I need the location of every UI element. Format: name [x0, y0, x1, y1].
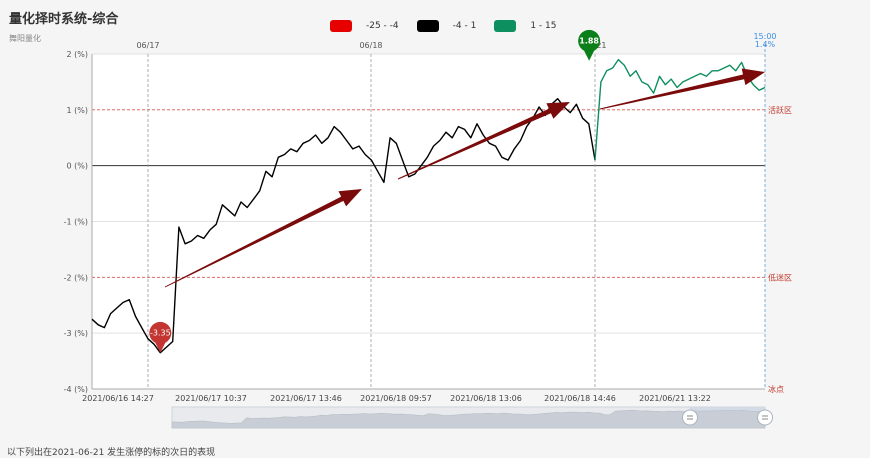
y-tick-label-0: 2 (%) [67, 50, 88, 59]
y-tick-label-2: 0 (%) [67, 162, 88, 171]
day-label-0: 06/17 [136, 41, 159, 50]
legend-label-black: -4 - 1 [452, 21, 477, 31]
day-label-1: 06/18 [359, 41, 382, 50]
min-marker-pin [149, 321, 172, 353]
zoom-handle-circle-0 [682, 409, 698, 426]
trend-arrow-2 [599, 68, 765, 110]
legend-swatch-green [494, 20, 517, 32]
series-line-1 [594, 58, 766, 161]
y-tick-label-4: -2 (%) [64, 273, 88, 282]
max-marker-pin [578, 29, 601, 61]
legend-swatch-black [416, 20, 439, 32]
y-tick-label-5: -3 (%) [64, 329, 88, 338]
legend-label-red: -25 - -4 [366, 21, 399, 31]
zone-label-2: 冰点 [768, 384, 784, 394]
current-value-label: 1.4% [755, 40, 776, 49]
y-tick-label-6: -4 (%) [64, 385, 88, 394]
legend-item-black[interactable]: -4 - 1 [416, 20, 477, 32]
min-marker-label: -3.35 [150, 329, 171, 338]
zone-label-1: 低迷区 [768, 272, 792, 282]
legend-label-green: 1 - 15 [530, 21, 557, 31]
zoom-handle-right[interactable] [757, 409, 773, 426]
y-tick-label-3: -1 (%) [64, 218, 88, 227]
zone-label-0: 活跃区 [768, 105, 792, 115]
max-marker-label: 1.88 [579, 37, 599, 46]
x-tick-label-1: 2021/06/17 10:37 [175, 394, 247, 403]
legend-item-green[interactable]: 1 - 15 [494, 20, 556, 32]
zoom-handle-left[interactable] [682, 409, 698, 426]
legend-swatch-red [330, 20, 352, 32]
current-time-label: 15:00 [753, 32, 776, 41]
x-tick-label-4: 2021/06/18 13:06 [450, 394, 522, 403]
zoom-slider-preview [171, 409, 766, 429]
zoom-handle-circle-1 [757, 409, 773, 426]
legend-item-red[interactable]: -25 - -4 [330, 20, 399, 32]
series-line-0 [91, 98, 596, 354]
page-subtitle: 舞阳量化 [9, 34, 41, 43]
chart-legend: -25 - -4 -4 - 1 1 - 15 [330, 19, 574, 33]
x-tick-label-0: 2021/06/16 14:27 [82, 394, 154, 403]
x-tick-label-5: 2021/06/18 14:46 [544, 394, 616, 403]
trend-arrow-0 [164, 189, 362, 288]
x-tick-label-3: 2021/06/18 09:57 [360, 394, 432, 403]
y-tick-label-1: 1 (%) [67, 106, 88, 115]
trend-arrow-1 [397, 102, 570, 180]
x-tick-label-6: 2021/06/21 13:22 [639, 394, 711, 403]
page-title: 量化择时系统-综合 [9, 12, 119, 27]
x-tick-label-2: 2021/06/17 13:46 [270, 394, 342, 403]
